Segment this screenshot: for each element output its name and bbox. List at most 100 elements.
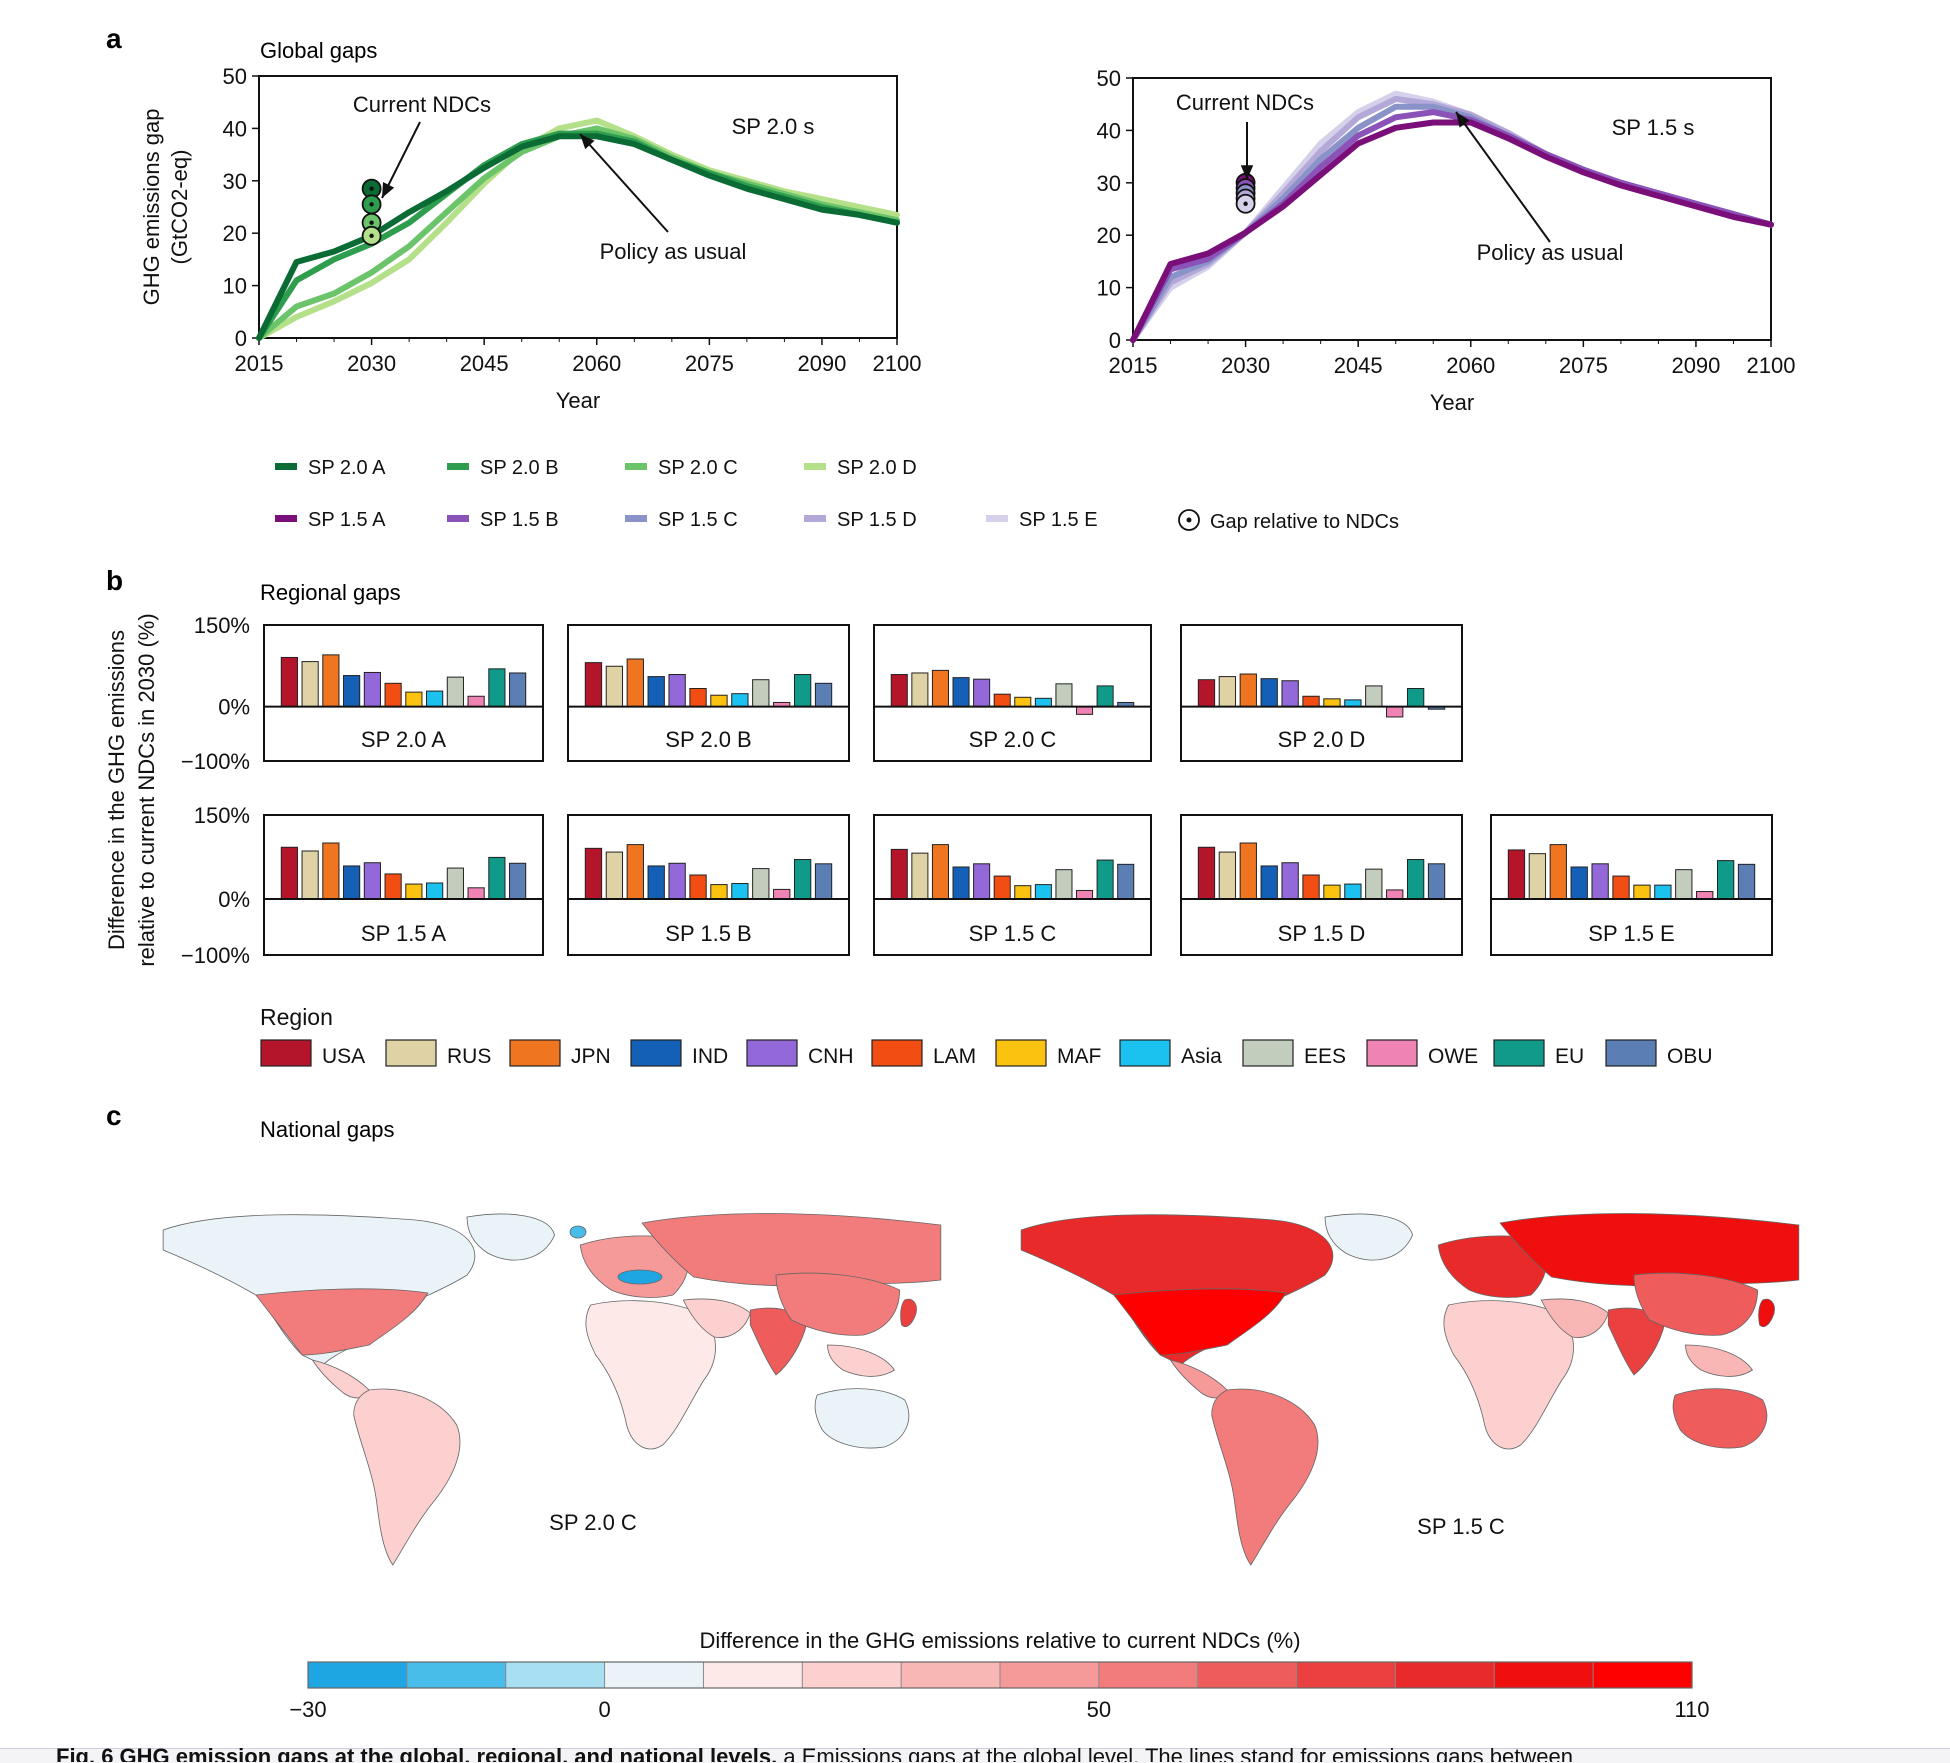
region-swatch <box>1366 1039 1418 1067</box>
line-chart-sp15: 2015 2030 2045 2060 2075 2090 210001020304050Y… <box>1097 66 1796 415</box>
bar <box>405 691 423 708</box>
scenario-legend: SP 2.0 A SP 2.0 B SP 2.0 C SP 2.0 D SP 1.5 A… <box>275 457 1399 533</box>
bar-panel-label: SP 2.0 A <box>361 727 447 752</box>
region-label: MAF <box>1057 1045 1101 1068</box>
series-line <box>1130 103 1774 343</box>
bar <box>993 693 1011 708</box>
y-tick-label: 150% <box>194 803 250 828</box>
ndc-gap-marker-dot <box>369 186 374 191</box>
y-tick-label: −100% <box>181 943 250 968</box>
region-swatch <box>630 1039 682 1067</box>
country-region <box>1443 1300 1574 1450</box>
bar <box>1260 865 1278 900</box>
line-chart-sp20: 2015 2030 2045 2060 2075 2090 210001020304050Y… <box>139 64 921 413</box>
colorbar-bin <box>1593 1662 1693 1688</box>
world-map-sp20c <box>162 1213 942 1566</box>
country-region <box>1113 1288 1287 1356</box>
bar <box>1654 884 1672 900</box>
bar <box>1218 676 1237 708</box>
bar <box>626 658 644 708</box>
annotation-policy-as-usual: Policy as usual <box>600 239 747 264</box>
colorbar-bin <box>1395 1662 1495 1688</box>
region-label: EU <box>1555 1045 1584 1068</box>
bar <box>911 672 929 708</box>
bar <box>1014 696 1032 708</box>
region-label: OBU <box>1667 1045 1713 1068</box>
bar-panel-frame <box>873 814 1152 956</box>
country-region <box>255 1288 429 1356</box>
bar <box>1612 875 1630 900</box>
region-label: CNH <box>808 1045 854 1068</box>
region-swatch <box>1493 1039 1545 1067</box>
bar <box>1365 868 1383 900</box>
region-label: JPN <box>571 1045 611 1068</box>
bar <box>752 679 770 708</box>
bar <box>752 868 770 900</box>
legend-swatch <box>804 463 826 470</box>
colorbar-bin <box>1197 1662 1298 1688</box>
bar-panel-label: SP 2.0 D <box>1278 727 1366 752</box>
bar <box>1239 842 1257 900</box>
series-line <box>1130 109 1774 343</box>
colorbar-bin <box>505 1662 606 1688</box>
y-tick-label: 10 <box>223 274 247 299</box>
colorbar-tick-label: 50 <box>1087 1697 1111 1722</box>
bar-panel-frame <box>263 814 544 956</box>
country-region <box>311 1359 370 1399</box>
bar <box>1675 869 1693 900</box>
country-region <box>1672 1388 1768 1449</box>
country-region <box>1685 1344 1754 1377</box>
panel-c-heading: National gaps <box>260 1117 395 1142</box>
country-region <box>1540 1298 1609 1338</box>
bar <box>426 882 444 900</box>
gap-symbol-icon-dot <box>1186 517 1192 523</box>
x-axis-label: Year <box>556 388 600 413</box>
y-axis-label: Difference in the GHG emissions <box>104 630 129 950</box>
bar <box>710 694 728 708</box>
colorbar-bin <box>901 1662 1001 1688</box>
caption-bold: Fig. 6 GHG emission gaps at the global, … <box>56 1744 778 1762</box>
x-tick-label: 2045 <box>1334 353 1383 378</box>
bar <box>814 682 833 708</box>
bar <box>626 844 644 900</box>
x-tick-label: 2015 <box>235 351 284 376</box>
series-line <box>256 130 900 341</box>
region-label: OWE <box>1428 1045 1478 1068</box>
bar <box>280 656 298 708</box>
bar <box>773 888 791 900</box>
bar-panel-label: SP 1.5 B <box>665 921 751 946</box>
legend-swatch <box>625 515 647 522</box>
series-line <box>256 117 900 341</box>
country-region <box>682 1298 751 1338</box>
legend-label: Gap relative to NDCs <box>1210 511 1399 533</box>
colorbar-tick-label: −30 <box>289 1697 326 1722</box>
chart-title: SP 1.5 s <box>1612 115 1695 140</box>
panel-b-heading: Regional gaps <box>260 580 401 605</box>
bar <box>1344 883 1362 900</box>
bar <box>1549 844 1567 900</box>
bar <box>668 862 686 900</box>
legend-swatch <box>275 463 297 470</box>
arrow-head <box>382 182 395 198</box>
country-region <box>814 1388 910 1449</box>
legend-label: SP 2.0 A <box>308 457 386 479</box>
bar-panel-frame <box>567 814 850 956</box>
bar <box>731 693 749 708</box>
legend-label: SP 1.5 D <box>837 509 917 531</box>
legend-label: SP 2.0 C <box>658 457 738 479</box>
bar <box>689 687 707 708</box>
bar <box>467 887 485 900</box>
y-tick-label: −100% <box>181 749 250 774</box>
map-label-left: SP 2.0 C <box>549 1510 637 1535</box>
bar-panel-label: SP 1.5 D <box>1278 921 1366 946</box>
series-line <box>256 125 900 341</box>
bar <box>509 672 527 708</box>
country-region <box>466 1213 555 1261</box>
bar <box>647 865 665 900</box>
bar <box>1302 874 1320 900</box>
bar <box>446 867 464 900</box>
bar <box>731 883 749 900</box>
bar <box>1055 683 1073 708</box>
y-tick-label: 10 <box>1097 276 1121 301</box>
bar <box>1281 862 1299 900</box>
